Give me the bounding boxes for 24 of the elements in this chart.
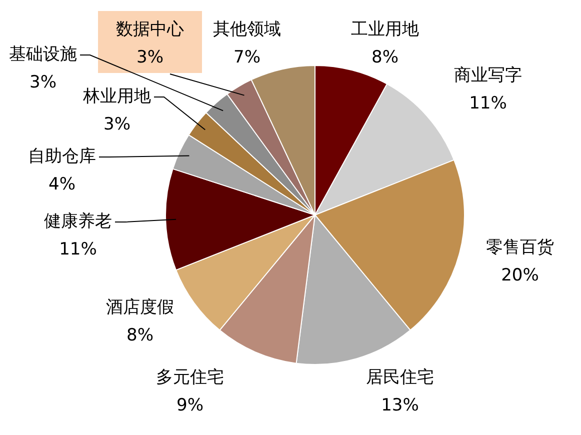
data-label: 3% bbox=[136, 47, 164, 68]
slice-label: 商业写字 bbox=[454, 65, 522, 86]
slice-label: 林业用地 bbox=[82, 86, 151, 106]
slice-label: 酒店度假 bbox=[106, 297, 174, 318]
data-label: 8% bbox=[372, 47, 398, 68]
slice-label: 健康养老 bbox=[44, 211, 112, 232]
data-label: 11% bbox=[59, 239, 97, 260]
slice-label: 数据中心 bbox=[116, 19, 184, 40]
data-label: 9% bbox=[176, 395, 204, 416]
slice-label: 自助仓库 bbox=[28, 146, 96, 166]
slice-label: 工业用地 bbox=[351, 19, 419, 40]
slice-label: 基础设施 bbox=[9, 44, 77, 64]
data-label: 7% bbox=[234, 47, 260, 68]
data-label: 8% bbox=[126, 325, 154, 346]
data-label: 11% bbox=[469, 93, 507, 114]
slice-label: 多元住宅 bbox=[156, 367, 224, 388]
data-label: 3% bbox=[30, 72, 56, 92]
slice-label: 其他领域 bbox=[213, 19, 281, 40]
slice-label: 零售百货 bbox=[486, 237, 554, 258]
data-label: 3% bbox=[104, 114, 130, 134]
data-label: 13% bbox=[381, 395, 419, 416]
data-label: 20% bbox=[501, 265, 539, 286]
slice-label: 居民住宅 bbox=[366, 367, 434, 388]
data-label: 4% bbox=[48, 174, 76, 194]
